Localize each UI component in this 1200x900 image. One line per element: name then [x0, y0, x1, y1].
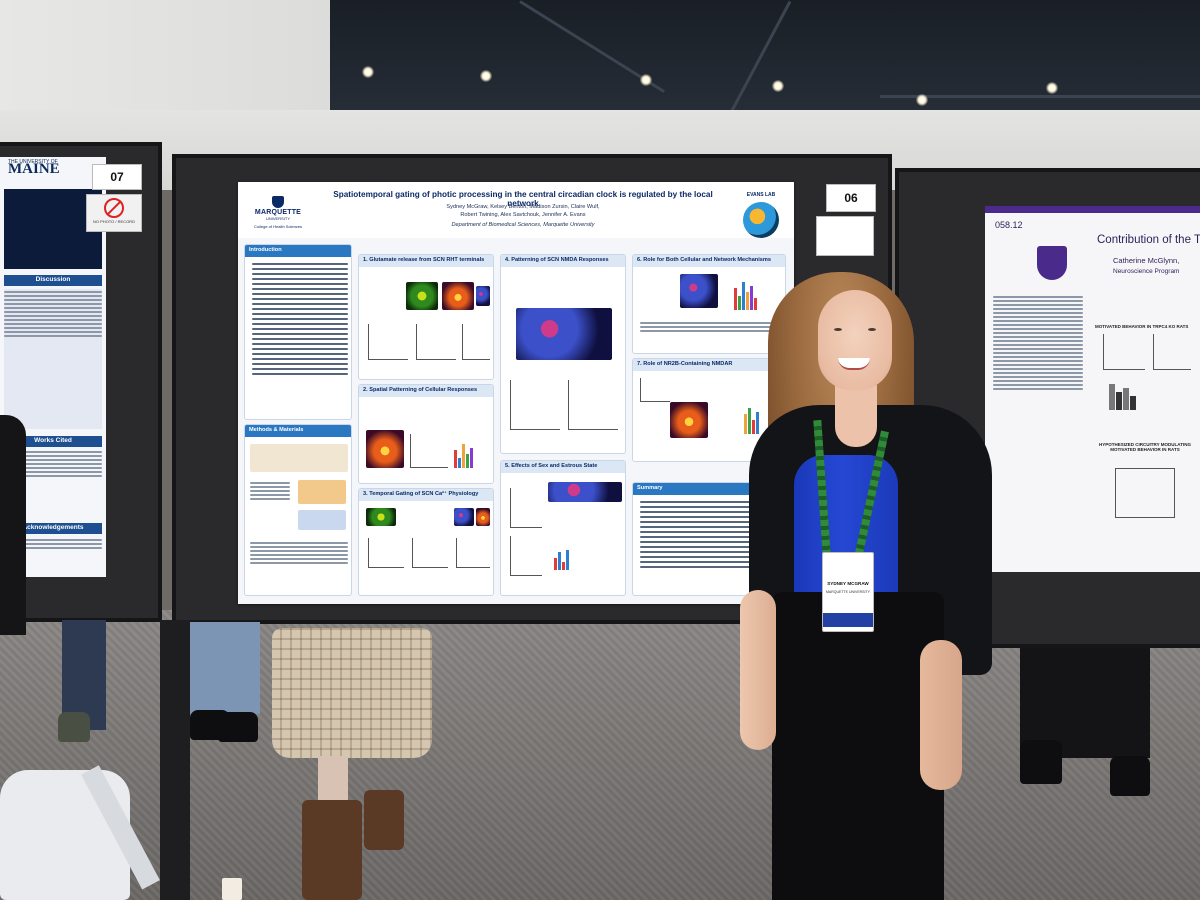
presenter-arm [920, 640, 962, 790]
ceiling-light [772, 80, 784, 92]
bystander-right-legs [1020, 648, 1150, 758]
right-poster-code: 058.12 [995, 220, 1023, 230]
bystander-legs [190, 622, 260, 714]
shoe [1110, 756, 1150, 796]
panel-temporal: 3. Temporal Gating of SCN Ca²⁺ Physiolog… [358, 488, 494, 596]
presenter-pants [772, 592, 944, 900]
right-poster-program: Neuroscience Program [1113, 268, 1180, 275]
ceiling-light [362, 66, 374, 78]
bystander-left [0, 415, 26, 635]
presenter-arm [740, 590, 776, 750]
right-poster-graph [1153, 334, 1191, 370]
right-poster-text [993, 294, 1083, 554]
panel-nmda: 4. Patterning of SCN NMDA Responses [500, 254, 626, 454]
panel-cellular-network: 6. Role for Both Cellular and Network Me… [632, 254, 786, 354]
presenter-smile [838, 358, 870, 370]
panel-nr2b-title: 7. Role of NR2B-Containing NMDAR [633, 359, 785, 371]
ceiling-light [916, 94, 928, 106]
ceiling-beam [722, 0, 792, 126]
presenter-eye [834, 328, 842, 331]
left-poster-university-small: THE UNIVERSITY OF [8, 159, 58, 165]
bystander-plaid-skirt [272, 628, 432, 758]
ceiling-light [640, 74, 652, 86]
panel-nmda-title: 4. Patterning of SCN NMDA Responses [501, 255, 625, 267]
left-poster-university: MAINE [8, 161, 60, 177]
left-poster-works-cited-text [4, 449, 102, 519]
panel-summary-title: Summary [633, 483, 785, 495]
bystander-legs [62, 620, 106, 730]
name-badge: SYDNEY MCGRAW MARQUETTE UNIVERSITY [822, 552, 874, 632]
right-poster-author: Catherine McGlynn, [1113, 256, 1180, 265]
panel-spatial: 2. Spatial Patterning of Cellular Respon… [358, 384, 494, 484]
shoe [218, 712, 258, 742]
right-poster-title: Contribution of the TRP [1097, 234, 1200, 246]
pushpin-card [816, 216, 874, 256]
panel-methods-title: Methods & Materials [245, 425, 351, 437]
lab-logo-icon [743, 202, 779, 238]
university-shield-icon [1037, 246, 1067, 280]
logo-university: MARQUETTE [254, 209, 302, 216]
no-camera-icon [104, 198, 124, 218]
panel-temporal-title: 3. Temporal Gating of SCN Ca²⁺ Physiolog… [359, 489, 493, 501]
left-poster-acknowledgements-header: Acknowledgements [4, 523, 102, 534]
panel-glutamate: 1. Glutamate release from SCN RHT termin… [358, 254, 494, 380]
presenter-neck [835, 385, 877, 447]
right-poster-graph [1103, 334, 1145, 370]
right-poster-diagram [1115, 468, 1175, 518]
poster-header: MARQUETTE UNIVERSITY College of Health S… [238, 182, 794, 238]
right-neighbor-poster: 058.12 Contribution of the TRP Catherine… [985, 206, 1200, 572]
poster-authors-line1: Sydney McGraw, Kelsey Benton, Madison Zu… [446, 204, 600, 210]
marquette-crest-icon [272, 196, 284, 208]
shoe [1020, 740, 1062, 784]
panel-cellular-network-title: 6. Role for Both Cellular and Network Me… [633, 255, 785, 267]
right-poster-accent [985, 206, 1200, 213]
left-poster-discussion-text [4, 289, 102, 429]
left-poster-figure [4, 189, 102, 269]
presenter-face [818, 290, 892, 390]
left-poster-ack-text [4, 537, 102, 573]
panel-sex-estrous: 5. Effects of Sex and Estrous State [500, 460, 626, 596]
panel-spatial-title: 2. Spatial Patterning of Cellular Respon… [359, 385, 493, 397]
ceiling-beam [880, 95, 1200, 98]
panel-methods: Methods & Materials [244, 424, 352, 596]
poster-authors: Sydney McGraw, Kelsey Benton, Madison Zu… [318, 204, 728, 219]
panel-glutamate-title: 1. Glutamate release from SCN RHT termin… [359, 255, 493, 267]
panel-sex-estrous-title: 5. Effects of Sex and Estrous State [501, 461, 625, 473]
boot [302, 800, 362, 900]
board-number-card-main: 06 [826, 184, 876, 212]
board-number-card-left: 07 [92, 164, 142, 190]
right-poster-panel-2: HYPOTHESIZED CIRCUITRY MODULATING MOTIVA… [1099, 442, 1191, 452]
poster-title: Spatiotemporal gating of photic processi… [333, 190, 713, 208]
poster-authors-line2: Robert Twining, Alex Savtchouk, Jennifer… [460, 211, 586, 218]
left-poster-discussion-header: Discussion [4, 275, 102, 286]
ceiling-light [480, 70, 492, 82]
ceiling-light [1046, 82, 1058, 94]
logo-university-sub: UNIVERSITY [265, 216, 290, 221]
panel-introduction-title: Introduction [245, 245, 351, 257]
poster-department: Department of Biomedical Sciences, Marqu… [451, 222, 595, 228]
badge-institution: MARQUETTE UNIVERSITY [826, 590, 870, 594]
right-poster-panel-1: MOTIVATED BEHAVIOR IN TRPC4 KO RATS [1095, 324, 1189, 329]
paper-cup [222, 878, 242, 900]
marquette-logo: MARQUETTE UNIVERSITY College of Health S… [246, 196, 310, 229]
left-poster-works-cited-header: Works Cited [4, 436, 102, 447]
no-photo-caption: NO PHOTO / RECORD [93, 219, 135, 224]
badge-name: SYDNEY MCGRAW [827, 581, 869, 586]
boot [364, 790, 404, 850]
badge-strip [823, 613, 873, 627]
panel-introduction: Introduction [244, 244, 352, 420]
sneaker [58, 712, 90, 742]
no-photo-sign: NO PHOTO / RECORD [86, 194, 142, 232]
presenter-eye [868, 328, 876, 331]
logo-college: College of Health Sciences [253, 224, 303, 229]
main-poster: MARQUETTE UNIVERSITY College of Health S… [238, 182, 794, 604]
lab-logo-text: EVANS LAB [746, 192, 776, 198]
right-poster-bars [1109, 378, 1136, 410]
board-leg [160, 620, 190, 900]
